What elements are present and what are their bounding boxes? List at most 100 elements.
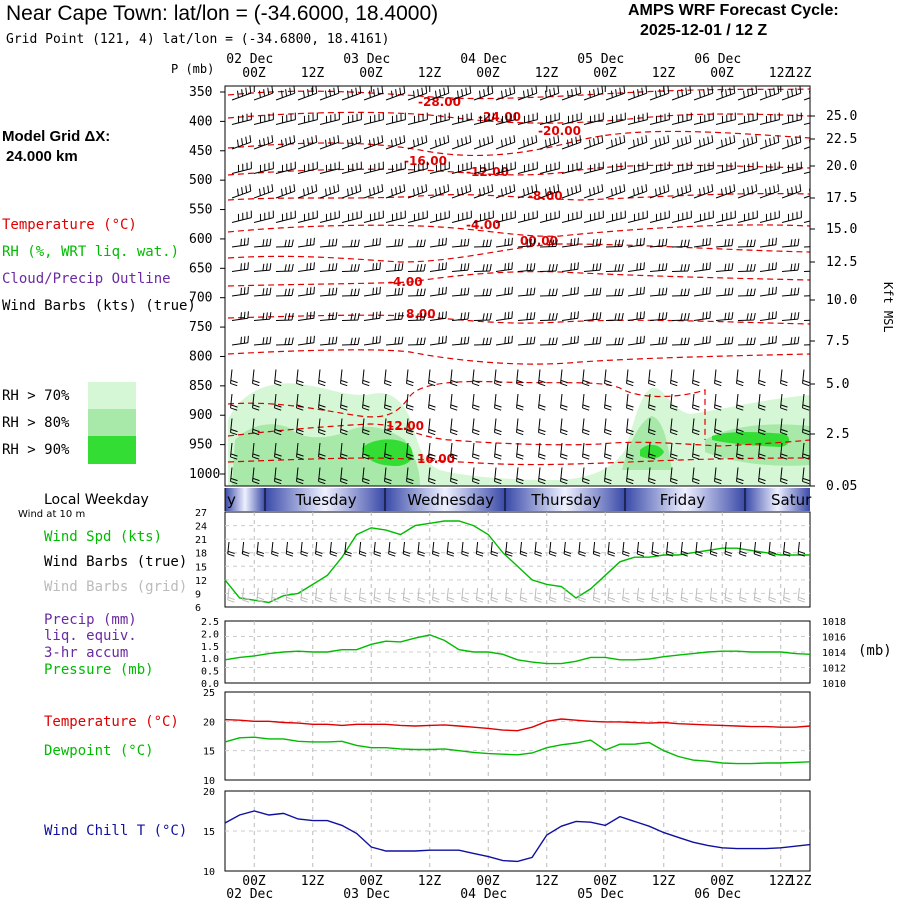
wind-barb-flag: [570, 238, 572, 246]
wind-barb-flag: [714, 407, 722, 411]
wind-barb: [494, 467, 497, 482]
wind-barb-flag: [681, 89, 684, 97]
wind-barb-flag: [771, 238, 774, 246]
wind-barb-flag: [560, 382, 568, 387]
wind-barb-flag: [636, 336, 638, 344]
wind-barb-flag: [412, 90, 415, 98]
wind-barb: [781, 190, 801, 199]
wind-barb-flag: [643, 286, 645, 294]
wind-barb: [407, 343, 425, 346]
wind-barb-flag: [240, 336, 242, 344]
wind-barb-true: [651, 541, 654, 554]
wind-barb-flag: [450, 407, 458, 411]
wind-barb-flag: [753, 312, 756, 321]
wind-barb-flag: [425, 86, 428, 94]
wind-barb-grid-flag: [768, 599, 776, 603]
wind-barb-flag: [247, 237, 249, 245]
wind-barb: [252, 418, 255, 433]
pressure-tick-label: 650: [189, 261, 212, 276]
wind-barb-flag: [535, 135, 538, 143]
wind-barb-flag: [258, 139, 261, 147]
wind-barb-flag: [538, 480, 546, 485]
wind-barb-flag: [742, 139, 745, 147]
wind-barb: [736, 467, 739, 482]
wind-barb-flag: [500, 139, 503, 147]
wind-barb-flag: [456, 90, 459, 98]
wind-barb: [583, 343, 600, 346]
wind-barb-flag: [623, 86, 626, 94]
wind-barb-flag: [315, 86, 318, 94]
wind-barb-flag: [621, 239, 624, 247]
wind-barb: [626, 467, 629, 482]
wind-barb: [275, 319, 293, 321]
wind-barb-flag: [698, 90, 701, 98]
top-hour-label: 12Z: [301, 66, 325, 81]
wind-barb: [693, 119, 714, 125]
wind-barb-flag: [780, 480, 788, 485]
wind-barb: [715, 294, 732, 297]
wind-barb-flag: [461, 89, 464, 97]
wind-barb-flag: [665, 238, 668, 246]
wind-barb-grid: [505, 587, 508, 600]
wind-barb-flag: [747, 89, 750, 97]
wind-barb-flag: [487, 136, 490, 144]
wind-barb-flag: [516, 382, 524, 387]
wind-barb-flag: [460, 288, 463, 296]
wind-barb-true-flag: [549, 550, 557, 555]
wind-barb-flag: [377, 185, 380, 193]
temp-contour-8: [227, 271, 810, 287]
wind-barb-flag: [241, 187, 244, 195]
wind-barb-grid: [329, 587, 332, 600]
wind-barb-true: [490, 541, 493, 554]
wind-barb-flag: [406, 404, 414, 408]
wind-barb-flag: [428, 382, 436, 387]
wind-barb: [803, 171, 810, 174]
wind-barb-true-flag: [242, 550, 250, 555]
wind-barb: [605, 141, 625, 150]
wind-barb-flag: [450, 456, 458, 460]
wind-barb-flag: [291, 337, 294, 345]
wind-barb-flag: [626, 480, 634, 485]
wind-barb-flag: [302, 90, 305, 98]
wind-barb-flag: [533, 238, 536, 246]
wind-barb-flag: [425, 135, 428, 143]
wind-barb-flag: [533, 263, 536, 271]
wind-barb-flag: [595, 312, 598, 320]
wind-barb-flag: [816, 264, 817, 271]
wind-barb: [407, 119, 428, 125]
wind-barb: [297, 119, 318, 125]
wind-barb-true-flag: [490, 553, 498, 557]
wind-barb-true: [592, 541, 596, 554]
wind-barb-flag: [529, 238, 532, 246]
wind-barb-grid-flag: [461, 599, 469, 603]
wind-barb-flag: [362, 431, 370, 436]
wind-barb-true-flag: [505, 550, 513, 555]
wind-barb: [604, 418, 607, 433]
wind-barb-flag: [441, 262, 444, 270]
wind-barb: [516, 467, 519, 482]
wind-barb-flag: [731, 263, 734, 271]
wind-barb-grid-flag: [768, 596, 776, 601]
wind-barb-flag: [247, 311, 249, 319]
wind-barb-flag: [702, 238, 704, 246]
wind-barb: [737, 245, 755, 248]
wind-barb: [737, 343, 755, 346]
wind-barb-flag: [592, 239, 595, 247]
wind-barb-flag: [793, 263, 796, 271]
wind-barb-grid-flag: [315, 599, 323, 603]
wind-barb-flag: [249, 135, 252, 143]
wind-barb-flag: [797, 263, 800, 271]
wind-barb-flag: [573, 238, 576, 246]
wind-barb: [737, 319, 755, 321]
wind-barb-flag: [551, 313, 555, 321]
wind-barb-flag: [577, 335, 579, 343]
wind-barb-grid-flag: [257, 596, 265, 601]
wind-barb-flag: [350, 239, 353, 247]
wind-barb-flag: [353, 288, 357, 296]
wind-barb: [605, 319, 623, 321]
wind-barb-flag: [318, 382, 326, 387]
temp-contour-4: [227, 164, 810, 176]
wind-barb: [428, 369, 431, 384]
wind-barb-flag: [333, 185, 336, 193]
wind-barb-flag: [507, 287, 510, 295]
